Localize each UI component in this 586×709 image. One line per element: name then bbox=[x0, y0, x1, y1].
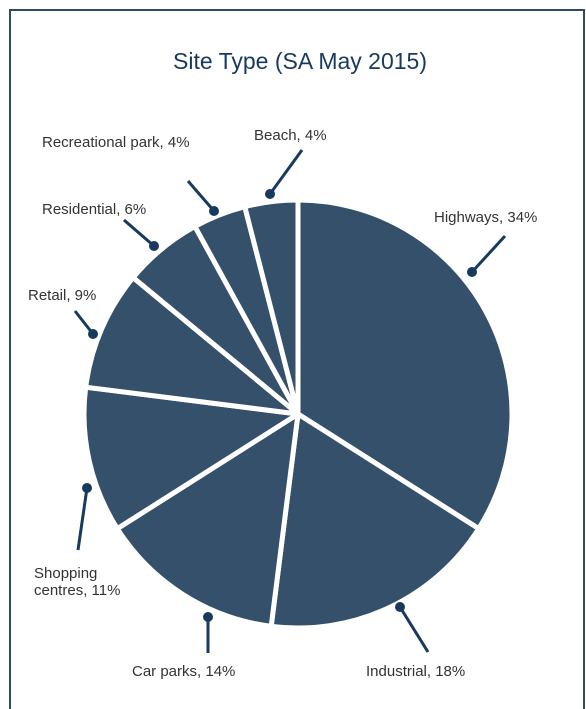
leader-dot bbox=[265, 189, 275, 199]
pie-slice bbox=[242, 197, 301, 417]
leader-dot bbox=[149, 241, 159, 251]
leader-dot bbox=[395, 602, 405, 612]
leader-line bbox=[186, 180, 216, 212]
slice-label: Shopping centres, 11% bbox=[34, 565, 120, 599]
leader-dot bbox=[467, 267, 477, 277]
leader-dot bbox=[203, 612, 213, 622]
slice-label: Retail, 9% bbox=[28, 287, 96, 304]
chart-title: Site Type (SA May 2015) bbox=[173, 48, 427, 74]
pie-slice bbox=[114, 411, 301, 629]
leader-lines bbox=[73, 149, 507, 653]
slice-labels: Highways, 34% Industrial, 18% Car parks, 1… bbox=[28, 127, 537, 680]
slice-label: Car parks, 14% bbox=[132, 663, 235, 680]
slice-label: Beach, 4% bbox=[254, 127, 327, 144]
slice-label: Residential, 6% bbox=[42, 201, 146, 218]
leader-line bbox=[470, 234, 507, 274]
leader-line bbox=[268, 149, 304, 195]
slice-label: Recreational park, 4% bbox=[42, 134, 190, 151]
leader-dot bbox=[82, 483, 92, 493]
pie-slice bbox=[81, 384, 301, 532]
pie-slice bbox=[83, 275, 301, 417]
leader-line bbox=[123, 218, 155, 248]
pie-slices bbox=[81, 197, 515, 631]
pie-slice bbox=[268, 411, 482, 631]
chart-frame bbox=[9, 9, 585, 709]
leader-dot bbox=[88, 329, 98, 339]
slice-label: Highways, 34% bbox=[434, 209, 537, 226]
leader-dot bbox=[209, 206, 219, 216]
leader-line bbox=[76, 487, 89, 551]
slice-label: Industrial, 18% bbox=[366, 663, 465, 680]
leader-line bbox=[398, 606, 430, 653]
